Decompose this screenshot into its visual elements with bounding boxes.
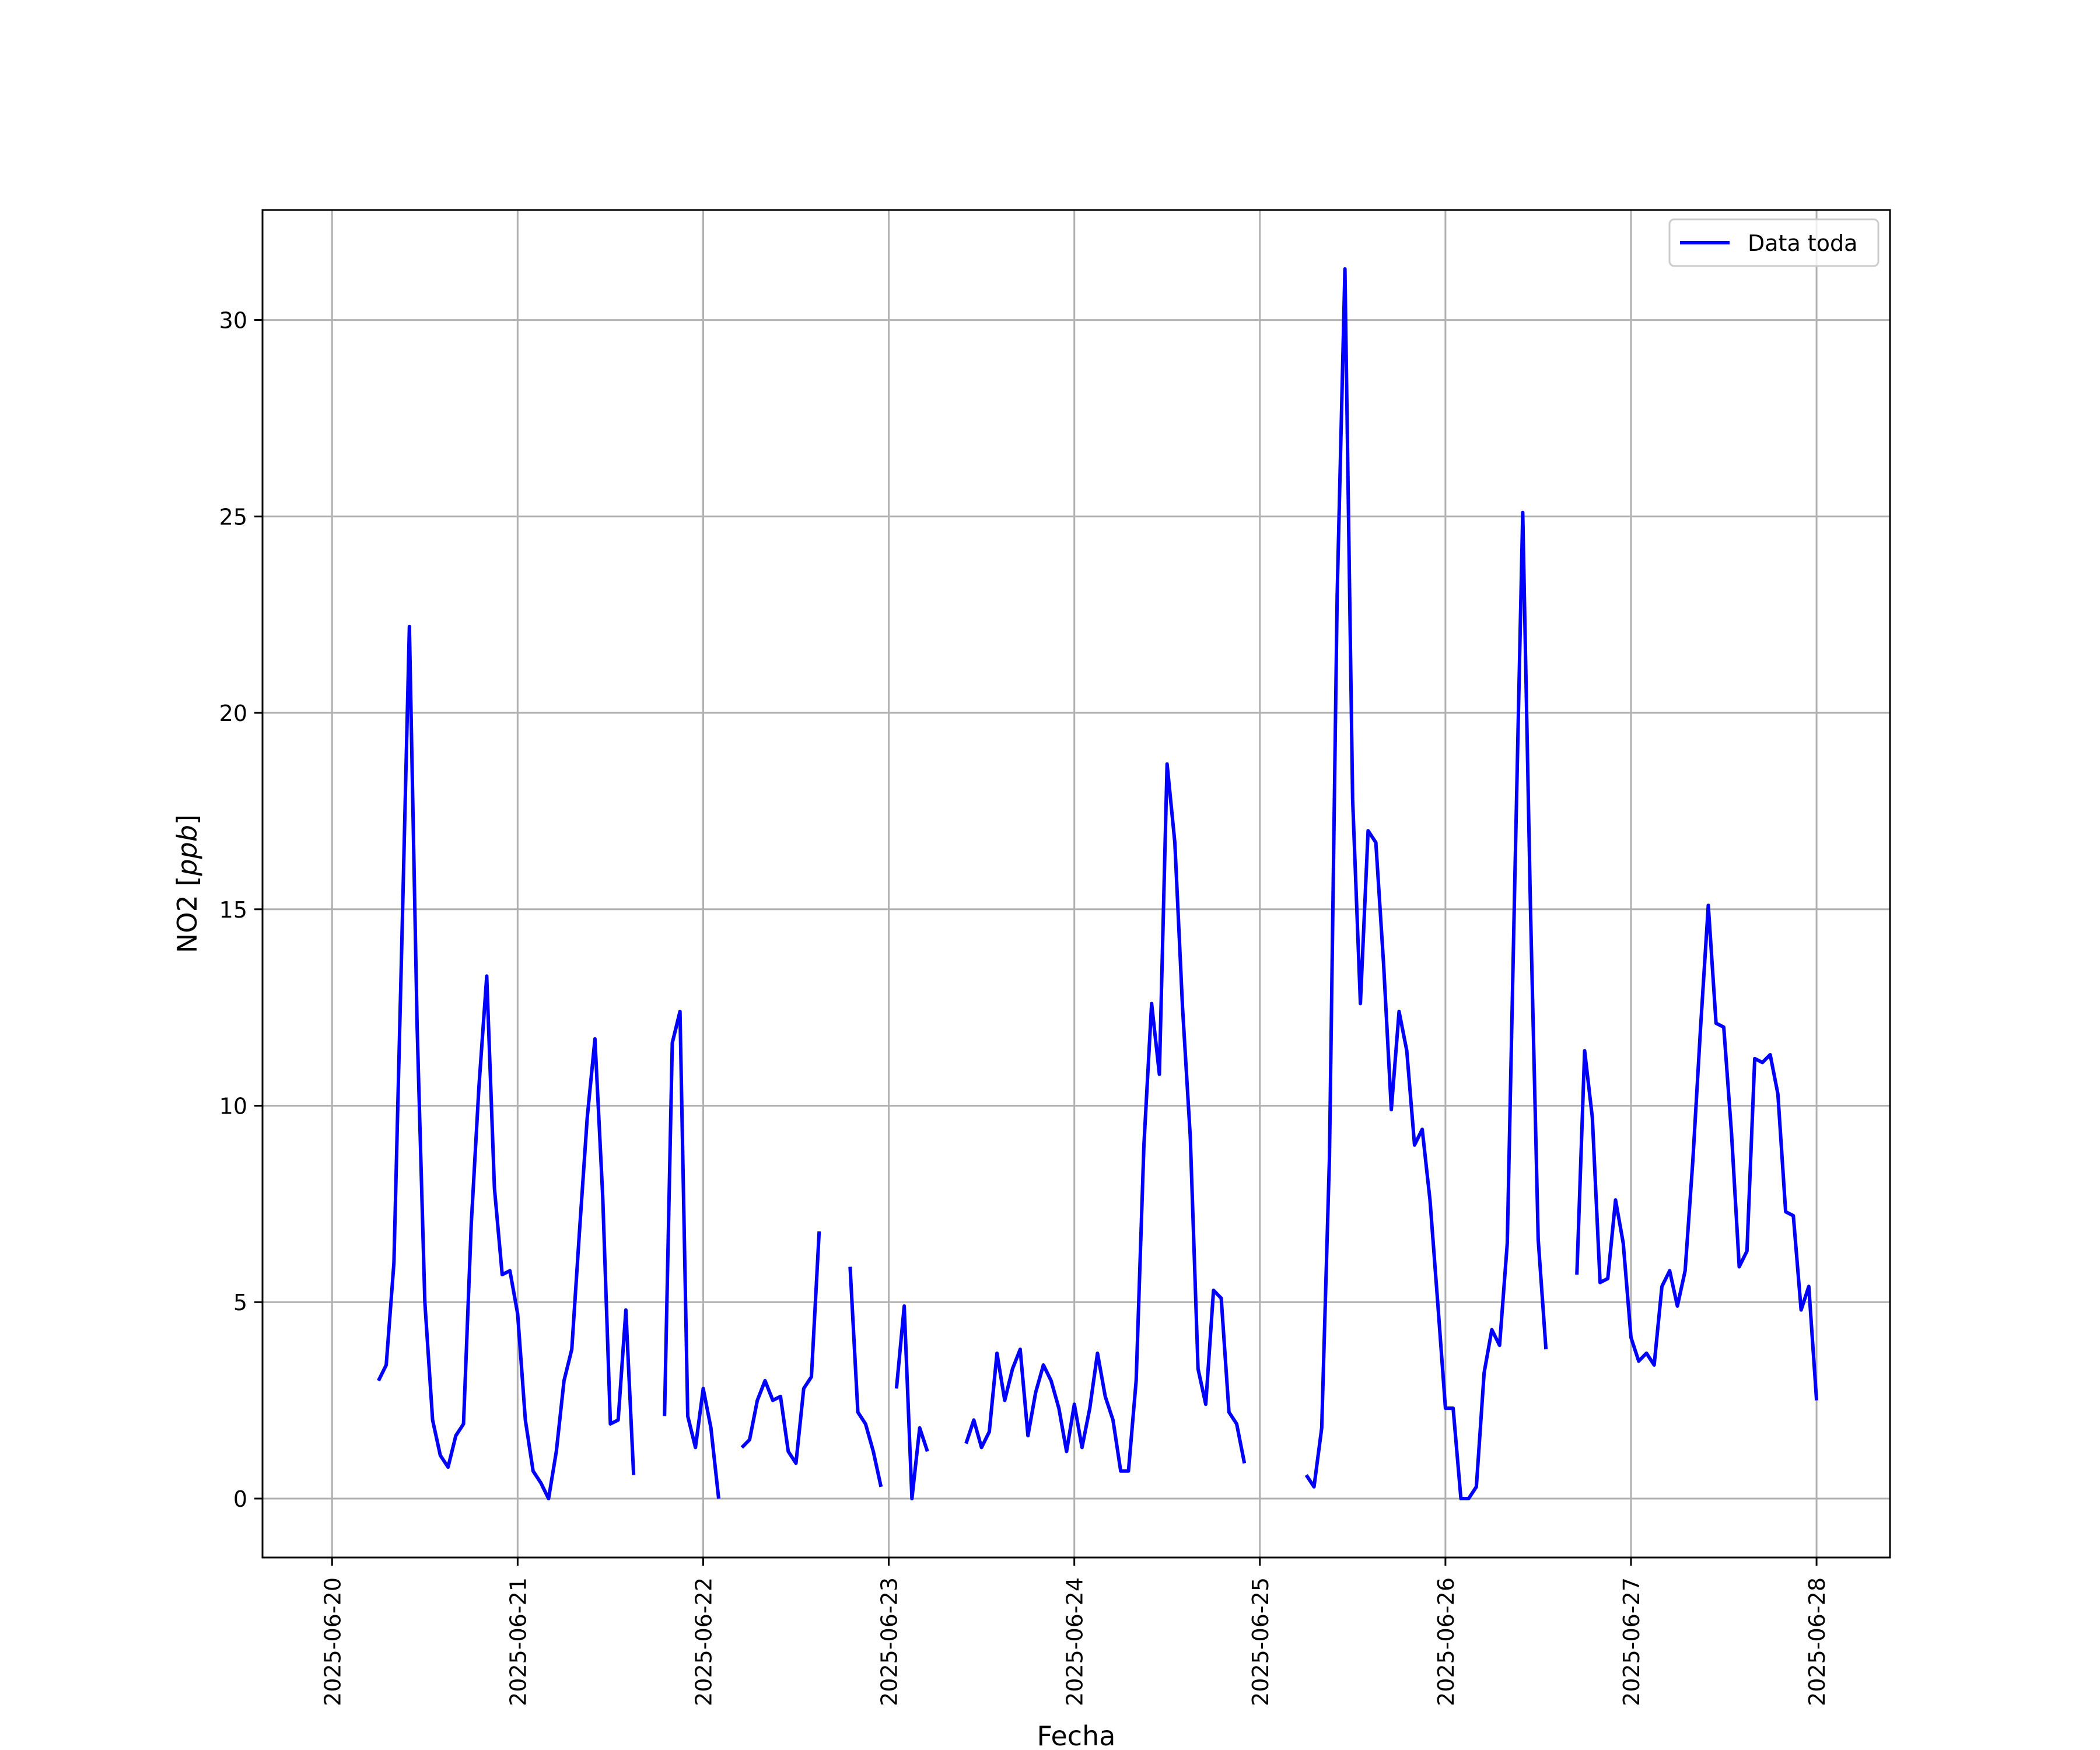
y-tick-label: 10 [219,1094,247,1119]
y-axis-label-main: NO2 [172,887,203,954]
x-tick-label: 2025-06-26 [1433,1577,1459,1706]
y-axis-label-bracket-open: [ [172,876,203,887]
y-axis-label-unit: ppb [172,825,203,877]
y-tick-label: 15 [219,897,247,923]
y-axis-label-bracket-close: ] [172,814,203,825]
series-line-segment [1304,267,1548,1500]
legend-label-data-toda: Data toda [1748,230,1857,256]
x-tick-label: 2025-06-20 [320,1577,345,1706]
series-line-segment [740,1231,821,1465]
x-tick-labels: 2025-06-20 2025-06-21 2025-06-22 2025-06-23… [320,1577,1830,1706]
y-tick-label: 20 [219,701,247,726]
y-tick-label: 25 [219,504,247,530]
x-tick-label: 2025-06-27 [1619,1577,1644,1706]
plot-frame [261,209,1891,1559]
x-tick-label: 2025-06-22 [691,1577,716,1706]
legend: Data toda [1668,218,1880,267]
series-line-segment [894,1304,929,1500]
x-axis-label: Fecha [1037,1720,1116,1750]
series-line-segment [663,1009,720,1499]
plot-area-background [262,210,1890,1558]
series-lines [377,267,1819,1500]
x-tick-label: 2025-06-23 [877,1577,902,1706]
x-tick-label: 2025-06-24 [1062,1577,1088,1706]
y-tick-label: 30 [219,308,247,334]
series-line-segment [377,624,636,1500]
y-tick-label: 5 [233,1290,247,1315]
x-tick-label: 2025-06-21 [505,1577,531,1706]
x-tick-label: 2025-06-28 [1804,1577,1830,1706]
series-line-segment [1575,904,1819,1401]
series-line-segment [964,762,1247,1473]
x-tick-label: 2025-06-25 [1248,1577,1273,1706]
series-line-segment [848,1266,883,1488]
axis-ticks [254,319,1818,1566]
legend-box [1668,218,1880,267]
y-tick-labels: 0 5 10 15 20 25 30 [219,308,247,1512]
y-tick-label: 0 [233,1486,247,1512]
y-axis-label: NO2 [ppb] [172,814,203,953]
